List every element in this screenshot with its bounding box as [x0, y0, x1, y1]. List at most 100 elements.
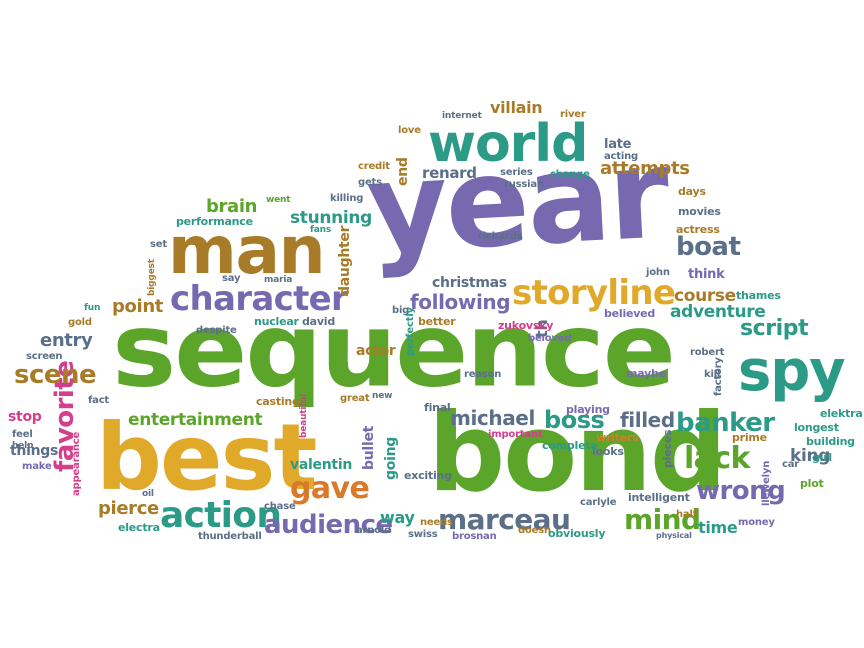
word: attempts	[600, 158, 690, 179]
word: end	[395, 157, 411, 186]
word: renard	[422, 164, 477, 182]
word: carlyle	[580, 497, 617, 508]
word: way	[380, 508, 415, 527]
word: needs	[420, 517, 453, 528]
word: valentin	[290, 457, 353, 473]
word: man	[168, 212, 326, 289]
word: michael	[450, 406, 535, 430]
word: acting	[604, 151, 638, 162]
word: car	[782, 459, 800, 470]
word: longest	[794, 421, 839, 434]
word: following	[410, 290, 511, 314]
word: actor	[356, 343, 396, 359]
word: final	[424, 401, 451, 414]
word: mind	[624, 503, 701, 536]
word: plot	[800, 477, 824, 490]
word: spy	[738, 339, 846, 404]
word: llewelyn	[761, 460, 772, 506]
word: girl	[812, 451, 832, 464]
word: audience	[264, 510, 393, 540]
word: obviously	[548, 527, 606, 540]
word: big	[392, 305, 410, 316]
word: complete	[542, 439, 598, 452]
word: reason	[464, 369, 502, 380]
word: actress	[676, 223, 720, 236]
word: beloved	[528, 333, 572, 344]
word: bond	[428, 391, 727, 516]
word: appearance	[71, 431, 82, 496]
word: scene	[14, 360, 97, 390]
word: exciting	[404, 469, 452, 482]
word: stop	[8, 409, 42, 425]
word: casting	[256, 395, 300, 408]
word: stunning	[290, 208, 372, 228]
word: best	[96, 404, 317, 511]
word: gold	[68, 317, 92, 328]
word: king	[790, 446, 831, 466]
word: thunderball	[198, 531, 262, 542]
word: adventure	[670, 302, 766, 322]
word: playing	[566, 403, 610, 416]
word: change	[550, 169, 590, 180]
word: days	[678, 185, 706, 198]
word: time	[698, 518, 738, 537]
word: wrong	[696, 476, 786, 506]
word: maria	[264, 275, 293, 285]
word: screen	[26, 351, 63, 362]
word: think	[688, 267, 725, 282]
word: nuclear	[254, 315, 299, 328]
word: thames	[736, 289, 781, 302]
word: elektra	[820, 407, 863, 420]
word: love	[398, 125, 421, 136]
word: maybe	[626, 367, 666, 380]
word: kill	[704, 369, 721, 380]
word: killing	[330, 193, 364, 204]
word: perfectly	[405, 307, 416, 356]
word: electra	[118, 521, 160, 534]
word: things	[10, 443, 59, 459]
word: banker	[676, 408, 775, 438]
word: beautiful	[299, 393, 309, 438]
word: marceau	[438, 503, 571, 536]
word: course	[674, 286, 736, 306]
word: believed	[604, 307, 656, 320]
word: oil	[142, 489, 154, 499]
word: better	[418, 315, 456, 328]
word: villain	[490, 98, 543, 117]
word: doesn	[518, 525, 551, 536]
word: boss	[544, 406, 605, 434]
word: russian	[504, 179, 544, 190]
word: david	[302, 315, 336, 328]
word: zukovsky	[498, 319, 554, 332]
word: prime	[732, 431, 767, 444]
word: world	[428, 114, 588, 174]
word: half	[676, 509, 697, 520]
word: went	[266, 195, 291, 205]
word: action	[160, 495, 282, 536]
word: daughter	[337, 225, 353, 296]
word: important	[488, 429, 543, 440]
word: factory	[713, 357, 724, 396]
word: sequence	[112, 291, 676, 411]
word: performance	[176, 215, 253, 228]
word: bullet	[361, 425, 377, 470]
word: late	[604, 137, 632, 152]
word: john	[646, 267, 670, 278]
word: fact	[88, 395, 110, 406]
word: swiss	[408, 529, 438, 540]
word: boat	[676, 232, 741, 262]
word: pieces	[661, 429, 674, 468]
word: great	[340, 393, 370, 404]
word: money	[738, 517, 775, 528]
word: make	[22, 461, 52, 472]
word: looks	[592, 445, 624, 458]
word: gets	[358, 177, 382, 188]
word: river	[560, 109, 586, 120]
word: pierce	[98, 498, 159, 519]
word: character	[170, 279, 348, 319]
word: fun	[84, 303, 101, 313]
word: feel	[12, 429, 33, 440]
word: internet	[442, 111, 482, 121]
word: robert	[690, 347, 725, 358]
